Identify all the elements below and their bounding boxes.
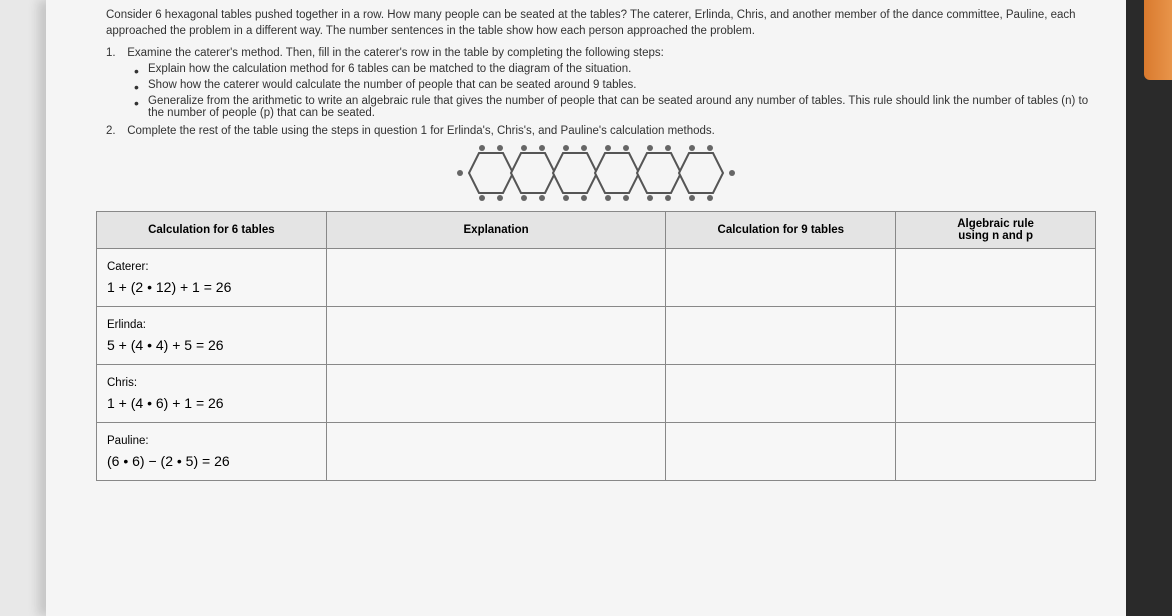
calc-9-cell[interactable] (666, 365, 896, 423)
q1-bullet-3: Generalize from the arithmetic to write … (134, 95, 1096, 119)
hexagon-table (593, 145, 641, 201)
seat-dot-bottom (689, 195, 695, 201)
seat-dot-top (563, 145, 569, 151)
header-calc-6: Calculation for 6 tables (97, 212, 327, 249)
calc-6-cell: Pauline: (6 • 6) − (2 • 5) = 26 (97, 423, 327, 481)
q2-number: 2. (106, 125, 124, 137)
q1-number: 1. (106, 47, 124, 59)
formula-text: (6 • 6) − (2 • 5) = 26 (107, 453, 316, 469)
seat-dot-bottom (479, 195, 485, 201)
q1-text: Examine the caterer's method. Then, fill… (127, 47, 664, 59)
seat-dot-bottom (563, 195, 569, 201)
seat-dot-bottom (665, 195, 671, 201)
seat-dot-bottom (623, 195, 629, 201)
algebraic-cell[interactable] (896, 423, 1096, 481)
algebraic-cell[interactable] (896, 365, 1096, 423)
q2-text: Complete the rest of the table using the… (127, 125, 715, 137)
q1-bullet-1: Explain how the calculation method for 6… (134, 63, 1096, 75)
calculation-table: Calculation for 6 tables Explanation Cal… (96, 211, 1096, 481)
person-label: Pauline: (107, 435, 316, 447)
table-row: Erlinda: 5 + (4 • 4) + 5 = 26 (97, 307, 1096, 365)
question-2: 2. Complete the rest of the table using … (106, 125, 1096, 137)
hexagon-diagram (96, 145, 1096, 201)
calc-9-cell[interactable] (666, 307, 896, 365)
hexagon-table (635, 145, 683, 201)
algebraic-cell[interactable] (896, 307, 1096, 365)
person-label: Caterer: (107, 261, 316, 273)
seat-dot-top (605, 145, 611, 151)
hexagon-table (551, 145, 599, 201)
calc-9-cell[interactable] (666, 249, 896, 307)
seat-dot-top (665, 145, 671, 151)
header-explanation: Explanation (326, 212, 666, 249)
photo-dark-edge (1126, 0, 1172, 616)
table-row: Caterer: 1 + (2 • 12) + 1 = 26 (97, 249, 1096, 307)
calc-6-cell: Caterer: 1 + (2 • 12) + 1 = 26 (97, 249, 327, 307)
seat-dot-top (479, 145, 485, 151)
calc-6-cell: Erlinda: 5 + (4 • 4) + 5 = 26 (97, 307, 327, 365)
explanation-cell[interactable] (326, 423, 666, 481)
header-calc-9: Calculation for 9 tables (666, 212, 896, 249)
seat-dot-top (707, 145, 713, 151)
seat-dot-bottom (521, 195, 527, 201)
question-list: 1. Examine the caterer's method. Then, f… (96, 47, 1096, 137)
q1-bullets: Explain how the calculation method for 6… (106, 63, 1096, 119)
seat-dot-bottom (497, 195, 503, 201)
table-row: Pauline: (6 • 6) − (2 • 5) = 26 (97, 423, 1096, 481)
header-algebraic: Algebraic rule using n and p (896, 212, 1096, 249)
formula-text: 5 + (4 • 4) + 5 = 26 (107, 337, 316, 353)
calc-9-cell[interactable] (666, 423, 896, 481)
calc-6-cell: Chris: 1 + (4 • 6) + 1 = 26 (97, 365, 327, 423)
hexagon-table (509, 145, 557, 201)
algebraic-cell[interactable] (896, 249, 1096, 307)
seat-dot-left (457, 170, 463, 176)
hexagon-table (677, 145, 725, 201)
photo-orange-edge (1144, 0, 1172, 80)
seat-dot-top (623, 145, 629, 151)
explanation-cell[interactable] (326, 249, 666, 307)
formula-text: 1 + (2 • 12) + 1 = 26 (107, 279, 316, 295)
seat-dot-top (539, 145, 545, 151)
seat-dot-bottom (707, 195, 713, 201)
explanation-cell[interactable] (326, 365, 666, 423)
seat-dot-bottom (605, 195, 611, 201)
person-label: Chris: (107, 377, 316, 389)
seat-dot-top (647, 145, 653, 151)
seat-dot-bottom (647, 195, 653, 201)
worksheet-page: Consider 6 hexagonal tables pushed toget… (46, 0, 1126, 616)
seat-dot-bottom (539, 195, 545, 201)
seat-dot-top (497, 145, 503, 151)
seat-dot-top (581, 145, 587, 151)
question-1: 1. Examine the caterer's method. Then, f… (106, 47, 1096, 119)
hexagon-table (467, 145, 515, 201)
explanation-cell[interactable] (326, 307, 666, 365)
seat-dot-top (521, 145, 527, 151)
person-label: Erlinda: (107, 319, 316, 331)
seat-dot-right (729, 170, 735, 176)
intro-paragraph: Consider 6 hexagonal tables pushed toget… (96, 8, 1096, 39)
seat-dot-top (689, 145, 695, 151)
q1-bullet-2: Show how the caterer would calculate the… (134, 79, 1096, 91)
table-row: Chris: 1 + (4 • 6) + 1 = 26 (97, 365, 1096, 423)
formula-text: 1 + (4 • 6) + 1 = 26 (107, 395, 316, 411)
seat-dot-bottom (581, 195, 587, 201)
